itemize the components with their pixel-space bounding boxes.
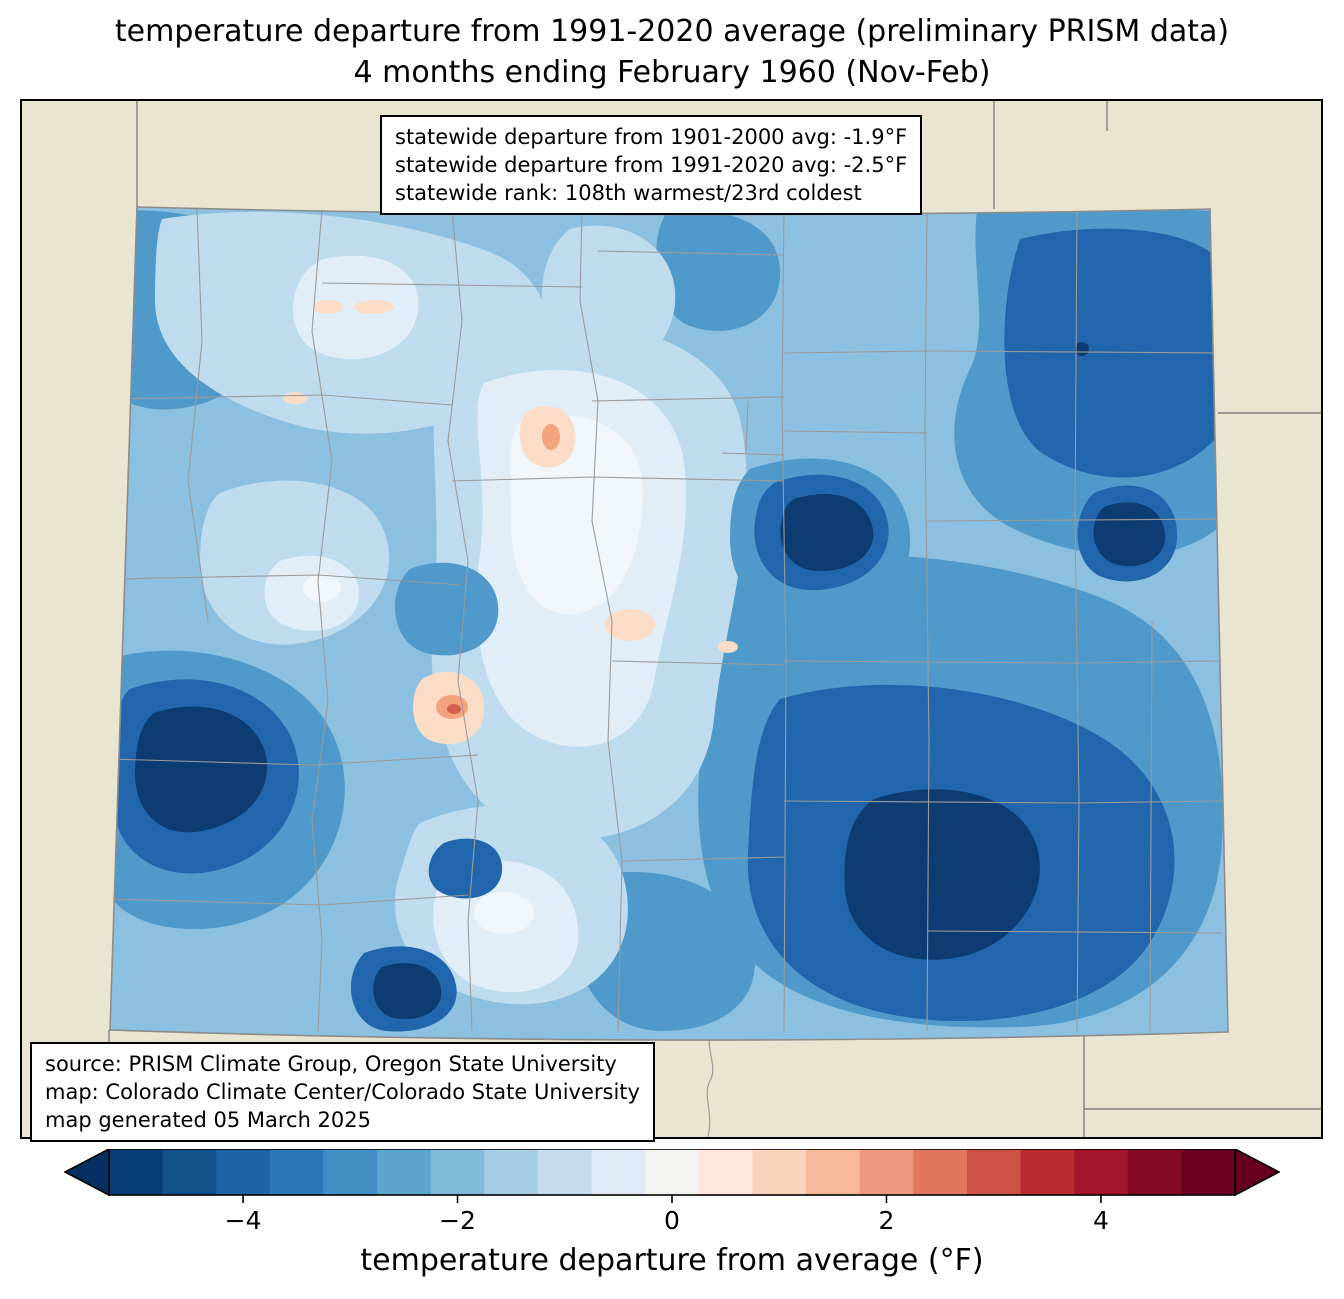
figure-title-line2: 4 months ending February 1960 (Nov-Feb) — [353, 55, 991, 90]
colorbar-scale — [63, 1147, 1281, 1203]
warm-anomaly-spots — [283, 300, 738, 745]
source-line: source: PRISM Climate Group, Oregon Stat… — [45, 1052, 617, 1076]
temperature-field — [110, 207, 1228, 1041]
figure-title-line1: temperature departure from 1991-2020 ave… — [114, 14, 1230, 49]
stats-line-rank: statewide rank: 108th warmest/23rd colde… — [395, 181, 862, 206]
map-axes-frame: statewide departure from 1901-2000 avg: … — [20, 99, 1323, 1143]
stats-line-1901-2000: statewide departure from 1901-2000 avg: … — [395, 125, 908, 149]
source-credit-box: source: PRISM Climate Group, Oregon Stat… — [30, 1042, 655, 1143]
map-credit-line: map: Colorado Climate Center/Colorado St… — [45, 1080, 640, 1105]
colorbar: −4 −2 0 2 4 — [63, 1147, 1281, 1241]
stats-line-1991-2020: statewide departure from 1991-2020 avg: … — [395, 153, 908, 178]
colorbar-tick-label: 2 — [878, 1206, 895, 1235]
colorbar-axis-label: temperature departure from average (°F) — [360, 1243, 984, 1278]
statewide-stats-box: statewide departure from 1901-2000 avg: … — [380, 115, 923, 216]
colorbar-tick-label: 0 — [664, 1206, 680, 1235]
colorado-temperature-map — [22, 101, 1321, 1137]
generated-date-line: map generated 05 March 2025 — [45, 1108, 372, 1133]
colorbar-tick-label: −4 — [224, 1206, 262, 1235]
colorbar-tick-label: −2 — [439, 1206, 476, 1235]
colorbar-tick-label: 4 — [1092, 1206, 1109, 1235]
rio-grande-line — [706, 1033, 714, 1137]
county-lines — [110, 208, 1223, 1032]
